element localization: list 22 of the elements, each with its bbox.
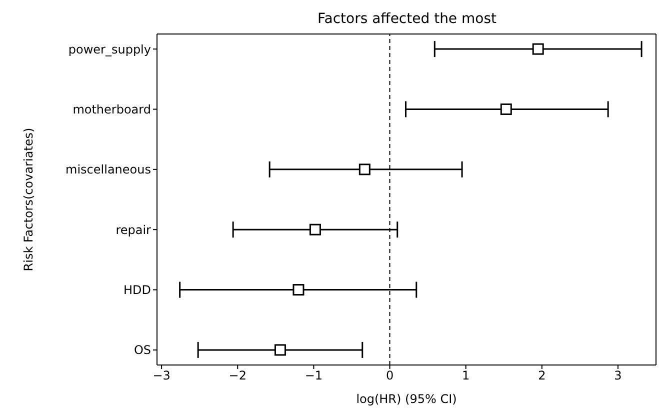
x-tick-label: 1 [462, 368, 470, 383]
y-tick-label: repair [116, 222, 152, 237]
y-tick-label: power_supply [68, 42, 151, 56]
x-tick-label: 2 [538, 368, 546, 383]
y-tick-label: OS [134, 343, 151, 358]
x-tick-label: 0 [386, 368, 394, 383]
point [292, 284, 304, 296]
y-tick-label: motherboard [72, 102, 151, 116]
point [274, 344, 286, 356]
y-axis-title: Risk Factors(covariates) [21, 128, 36, 272]
x-tick-label: −3 [152, 368, 170, 383]
chart-title: Factors affected the most [316, 11, 498, 27]
x-tick-label: −1 [304, 368, 323, 383]
point [532, 43, 544, 55]
point [500, 103, 512, 115]
point [358, 164, 370, 176]
y-tick-label: miscellaneous [66, 162, 151, 177]
x-tick-label: −2 [228, 368, 246, 383]
y-tick-label: HDD [123, 283, 151, 298]
x-axis-title: log(HR) (95% CI) [356, 392, 457, 406]
point [309, 224, 321, 236]
x-tick-label: 3 [614, 368, 622, 383]
